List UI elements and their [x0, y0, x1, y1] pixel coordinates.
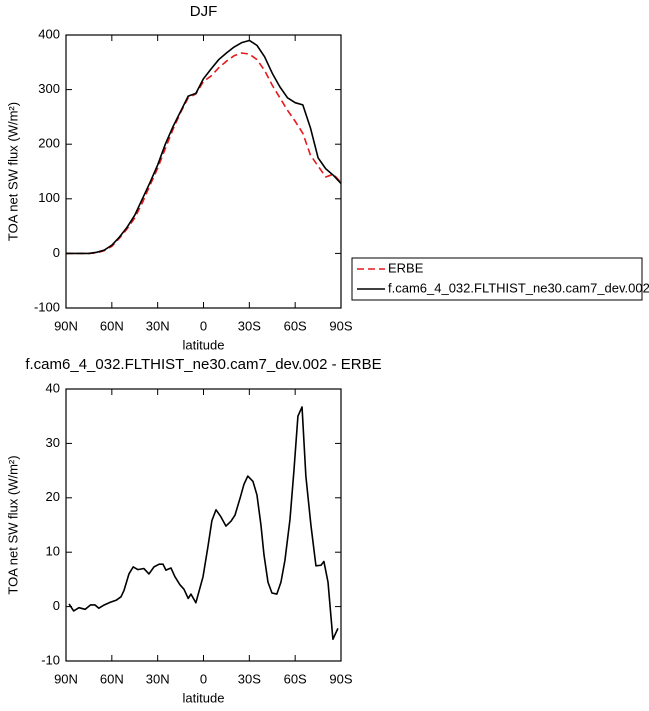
- y-tick-label: -100: [34, 299, 60, 314]
- x-tick-label: 60S: [284, 671, 307, 686]
- y-tick-label: 0: [53, 598, 60, 613]
- x-axis-label: latitude: [183, 690, 225, 705]
- y-tick-label: -10: [41, 652, 60, 667]
- y-tick-label: 200: [38, 136, 60, 151]
- y-tick-label: 20: [46, 489, 60, 504]
- y-tick-label: 100: [38, 190, 60, 205]
- series-line: [66, 52, 342, 255]
- x-tick-label: 30N: [146, 671, 170, 686]
- x-axis-label: latitude: [183, 337, 225, 352]
- y-tick-label: 10: [46, 544, 60, 559]
- chart-title: DJF: [190, 3, 218, 20]
- x-tick-label: 30N: [146, 318, 170, 333]
- y-tick-label: 40: [46, 380, 60, 395]
- chart-title: f.cam6_4_032.FLTHIST_ne30.cam7_dev.002 -…: [25, 356, 381, 373]
- x-tick-label: 0: [200, 671, 207, 686]
- y-tick-label: 400: [38, 26, 60, 41]
- series-line: [66, 39, 342, 255]
- x-tick-label: 90S: [329, 318, 352, 333]
- y-axis-label: TOA net SW flux (W/m²): [5, 102, 20, 241]
- x-tick-label: 30S: [238, 318, 261, 333]
- x-tick-label: 60S: [284, 318, 307, 333]
- legend-box: [351, 257, 643, 301]
- plot-frame: [65, 388, 342, 662]
- x-tick-label: 90N: [54, 318, 78, 333]
- x-tick-label: 90S: [329, 671, 352, 686]
- x-tick-label: 60N: [100, 671, 124, 686]
- y-tick-label: 30: [46, 435, 60, 450]
- legend-label: ERBE: [388, 260, 424, 275]
- x-tick-label: 0: [200, 318, 207, 333]
- series-line: [68, 406, 339, 641]
- y-tick-label: 300: [38, 81, 60, 96]
- legend-label: f.cam6_4_032.FLTHIST_ne30.cam7_dev.002: [388, 280, 649, 295]
- x-tick-label: 30S: [238, 671, 261, 686]
- y-tick-label: 0: [53, 245, 60, 260]
- x-tick-label: 60N: [100, 318, 124, 333]
- y-axis-label: TOA net SW flux (W/m²): [5, 455, 20, 594]
- plot-frame: [65, 34, 342, 309]
- x-tick-label: 90N: [54, 671, 78, 686]
